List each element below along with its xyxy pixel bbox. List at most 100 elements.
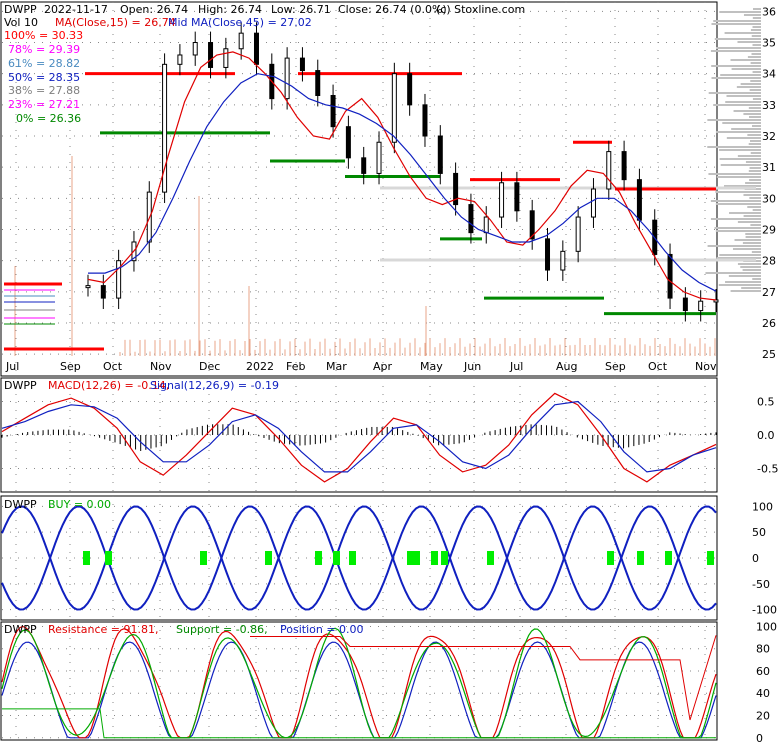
profile-bar	[752, 278, 761, 280]
axis-labels: 25 26 27 28 29 30 31 32 33 34 35 36 0.5 0.0 -0.5 100 50 0…	[5, 5, 778, 744]
profile-bar	[737, 221, 761, 223]
price-tick-label: 32	[762, 130, 776, 143]
candle-body	[453, 172, 459, 206]
profile-bar	[725, 101, 761, 103]
candle-body	[499, 182, 505, 218]
profile-bar	[751, 35, 761, 37]
candle-body	[590, 188, 596, 218]
x-tick-label: Sep	[605, 360, 626, 373]
support-resistance-levels	[4, 72, 716, 351]
candle-body	[192, 42, 198, 56]
pos-support: Support = -0.86,	[176, 623, 268, 636]
candle-body	[483, 216, 489, 234]
x-tick-label: Dec	[199, 360, 220, 373]
header-low: Low: 26.71	[271, 3, 331, 16]
buy-signal-marker	[265, 551, 272, 565]
pos-position: Position = 0.00	[280, 623, 364, 636]
pos-title-symbol: DWPP	[4, 623, 37, 636]
candle-body	[253, 32, 259, 65]
profile-bar	[718, 284, 761, 286]
profile-bar	[711, 23, 761, 25]
profile-bar	[740, 266, 761, 268]
profile-bar	[731, 128, 761, 130]
profile-bar	[719, 158, 761, 160]
profile-bar	[711, 65, 761, 67]
profile-bar	[710, 50, 761, 52]
profile-bar	[748, 170, 761, 172]
macd-tick-label: 0.5	[757, 395, 775, 408]
candle-body	[606, 151, 612, 190]
buy-oscillator	[1, 505, 717, 611]
buy-signal-marker	[487, 551, 494, 565]
header-high: High: 26.74	[198, 3, 262, 16]
ma-mid-line	[88, 73, 717, 292]
resistance-oscillator-line	[1, 625, 717, 739]
buy-signal-marker	[200, 551, 207, 565]
candle-body	[315, 70, 321, 96]
profile-bar	[749, 197, 761, 199]
profile-bar	[730, 290, 761, 292]
profile-bar	[752, 209, 761, 211]
buy-signal-marker	[637, 551, 644, 565]
profile-bar	[752, 44, 761, 46]
buy-signal-marker	[315, 551, 322, 565]
price-tick-label: 35	[762, 37, 776, 50]
buy-title: BUY = 0.00	[48, 498, 111, 511]
profile-bar	[728, 275, 761, 277]
x-tick-label: 2022	[246, 360, 274, 373]
x-tick-label: Jun	[463, 360, 481, 373]
profile-bar	[707, 146, 761, 148]
macd-signal-title: Signal(12,26,9) = -0.19	[150, 379, 279, 392]
profile-bar	[726, 137, 761, 139]
profile-bar	[730, 59, 761, 61]
price-tick-label: 27	[762, 286, 776, 299]
fib-23: 23% = 27.21	[8, 98, 80, 111]
profile-bar	[714, 38, 761, 40]
profile-bar	[737, 41, 761, 43]
profile-bar	[740, 83, 761, 85]
profile-bar	[742, 242, 761, 244]
candle-body	[345, 126, 351, 159]
candle-body	[560, 250, 566, 271]
candle-body	[299, 57, 305, 72]
profile-bar	[714, 227, 761, 229]
buy-tick-label: -50	[752, 578, 770, 591]
buy-signal-marker	[607, 551, 614, 565]
price-tick-label: 33	[762, 99, 776, 112]
candle-body	[361, 157, 367, 174]
profile-bar	[715, 191, 761, 193]
position-tick-label: 60	[756, 665, 770, 678]
price-tick-label: 26	[762, 317, 776, 330]
profile-bar	[741, 287, 761, 289]
candle-body	[545, 238, 551, 271]
candle-body	[437, 135, 443, 174]
fib-50: 50% = 28.35	[8, 71, 80, 84]
profile-bar	[752, 17, 761, 19]
candle-body	[85, 285, 91, 289]
profile-bar	[750, 224, 761, 226]
price-tick-label: 25	[762, 348, 776, 361]
profile-bar	[710, 218, 761, 220]
candle-body	[391, 73, 397, 143]
buy-tick-label: 0	[752, 552, 759, 565]
profile-bar	[719, 149, 761, 151]
macd-title-symbol: DWPP	[4, 379, 37, 392]
macd-tick-label: -0.5	[757, 463, 778, 476]
x-tick-label: Aug	[556, 360, 577, 373]
position-tick-label: 100	[756, 620, 777, 633]
profile-bar	[736, 86, 761, 88]
candle-body	[422, 104, 428, 137]
buy-tick-label: 100	[752, 500, 773, 513]
fib-100: 100% = 30.33	[4, 29, 83, 42]
candle-body	[162, 63, 168, 193]
macd-line	[1, 392, 717, 483]
candle-body	[514, 182, 520, 212]
profile-bar	[748, 107, 761, 109]
position-tick-label: 40	[756, 687, 770, 700]
profile-bar	[750, 152, 761, 154]
buy-signal-marker	[441, 551, 448, 565]
x-tick-label: Apr	[373, 360, 393, 373]
x-tick-label: Jul	[5, 360, 19, 373]
buy-upper-line	[1, 505, 717, 611]
